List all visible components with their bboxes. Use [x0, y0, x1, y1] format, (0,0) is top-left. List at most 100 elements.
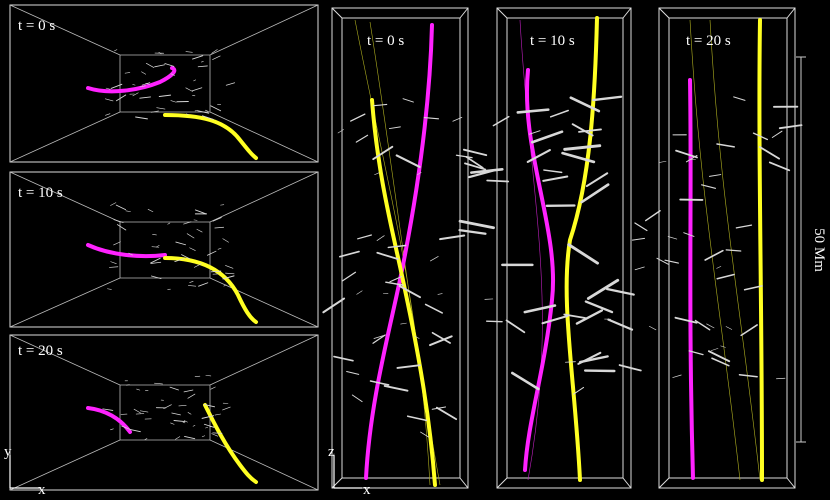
- arrow: [674, 316, 698, 324]
- arrow: [185, 51, 193, 53]
- arrow: [656, 257, 669, 265]
- arrow: [424, 303, 443, 314]
- arrow: [182, 421, 186, 424]
- arrow: [187, 393, 196, 399]
- arrow: [156, 107, 166, 110]
- arrow: [113, 241, 121, 246]
- arrow: [778, 124, 803, 130]
- arrow: [396, 364, 421, 369]
- arrow: [569, 96, 601, 113]
- arrow: [171, 412, 181, 416]
- arrow: [144, 438, 148, 440]
- arrow: [333, 355, 354, 362]
- arrow: [113, 219, 124, 223]
- arrow: [716, 266, 722, 269]
- arrow: [511, 371, 540, 391]
- panel-label: t = 10 s: [18, 185, 63, 201]
- arrow: [187, 412, 192, 415]
- arrow: [350, 113, 366, 122]
- arrow: [217, 247, 222, 250]
- velocity-arrows: [102, 49, 803, 440]
- panel-frame: [658, 7, 796, 489]
- arrow: [151, 275, 162, 280]
- arrow: [383, 384, 409, 392]
- axis-label: y: [4, 444, 12, 460]
- arrow: [402, 98, 414, 103]
- arrow: [586, 278, 620, 300]
- arrow: [420, 431, 430, 438]
- yellow-field-line: [163, 256, 258, 324]
- arrow: [181, 254, 191, 260]
- panel-frame: [496, 7, 632, 489]
- arrow: [752, 132, 769, 141]
- arrow: [132, 92, 139, 97]
- arrow: [222, 406, 231, 411]
- scale-bar-line: [796, 56, 806, 443]
- panel-frame: [331, 7, 469, 489]
- arrow: [183, 420, 188, 423]
- arrow: [110, 202, 117, 206]
- arrow: [578, 128, 602, 133]
- arrow: [458, 229, 487, 235]
- arrow: [372, 334, 386, 344]
- arrow: [720, 345, 726, 348]
- arrow: [492, 115, 510, 127]
- arrow: [192, 94, 196, 97]
- arrow: [575, 309, 604, 325]
- arrow: [618, 364, 642, 372]
- arrow: [205, 374, 212, 377]
- arrow: [389, 276, 403, 283]
- arrow: [167, 222, 171, 225]
- arrow: [152, 233, 157, 236]
- panel-label: t = 20 s: [18, 343, 63, 359]
- arrow: [192, 425, 196, 427]
- arrow: [211, 433, 219, 437]
- arrow: [132, 84, 136, 86]
- arrow: [439, 234, 466, 241]
- arrow: [435, 406, 458, 421]
- arrow: [201, 61, 204, 63]
- arrow: [105, 87, 111, 90]
- arrow: [341, 271, 357, 282]
- arrow: [173, 420, 186, 422]
- arrow: [150, 257, 161, 264]
- arrow: [372, 145, 394, 161]
- arrow: [387, 244, 407, 249]
- arrow: [580, 183, 610, 204]
- arrow: [110, 261, 117, 265]
- arrow: [346, 370, 360, 375]
- arrow: [201, 435, 206, 438]
- arrow: [150, 110, 159, 113]
- arrow: [458, 219, 495, 230]
- yellow-field-line: [203, 403, 258, 484]
- arrow: [672, 374, 682, 378]
- arrow: [124, 72, 131, 74]
- axis-label: x: [363, 482, 371, 498]
- arrow: [114, 49, 118, 52]
- arrow: [351, 394, 363, 403]
- magenta-field-line: [688, 78, 695, 480]
- arrow: [634, 266, 645, 271]
- arrow: [529, 130, 541, 135]
- arrow: [376, 235, 385, 241]
- arrow: [395, 154, 421, 169]
- magenta-field-line: [523, 68, 555, 472]
- arrow: [223, 284, 227, 287]
- arrow: [561, 151, 596, 164]
- arrow: [725, 326, 733, 330]
- arrow: [523, 304, 557, 314]
- arrow: [675, 149, 698, 159]
- arrow: [198, 282, 209, 287]
- arrow: [186, 113, 189, 116]
- arrow: [738, 374, 758, 378]
- arrow: [592, 95, 623, 102]
- arrow: [716, 143, 735, 148]
- arrow: [516, 108, 550, 114]
- axis-label: x: [38, 482, 46, 498]
- left-panels: t = 0 s t = 10 s t = 20 s y x: [4, 4, 319, 498]
- arrow: [170, 422, 175, 425]
- arrow: [139, 96, 151, 99]
- arrow: [565, 361, 576, 363]
- arrow: [607, 318, 634, 331]
- panel-label: t = 10 s: [530, 33, 575, 49]
